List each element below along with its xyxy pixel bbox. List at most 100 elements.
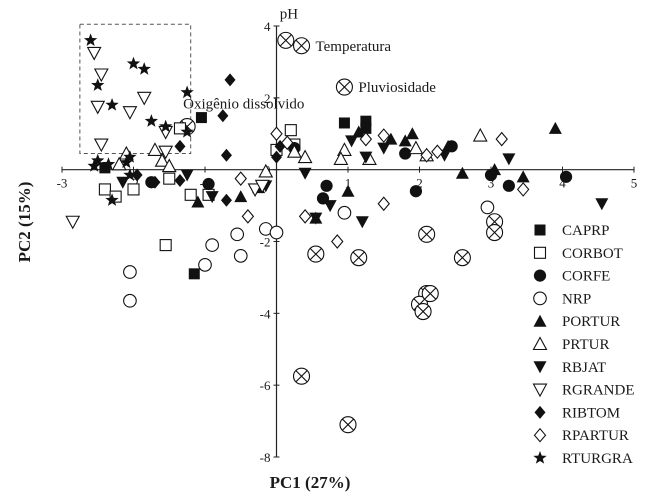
point-rbjat [205,191,219,204]
circle-cross-line [295,39,308,52]
point-rbjat [180,169,194,182]
point-caprp [360,122,372,134]
legend-label: RGRANDE [562,383,635,399]
point-prtur [297,149,313,164]
point-prtur [161,158,177,173]
legend-label: PORTUR [562,314,620,330]
point-nrp [198,257,212,272]
point-extra [292,367,311,385]
legend-label: RIBTOM [562,405,620,421]
variable-marker [292,37,311,55]
point-rgrande [93,68,109,83]
point-rpartur [281,135,294,151]
point-rpartur [516,182,530,197]
point-rturgra [123,168,137,181]
point-rbjat [116,176,130,189]
point-nrp [123,265,137,279]
variable-label: Oxigênio dissolvido [183,97,304,113]
point-extra [350,249,368,267]
point-corbot [159,239,172,252]
legend-marker [533,314,547,327]
y-tick-label: -8 [260,450,271,465]
point-portur [548,121,562,134]
point-prtur [111,156,127,171]
point-rgrande [90,100,106,115]
point-portur [234,190,248,203]
point-rbjat [298,167,312,180]
point-extra [307,245,325,263]
point-rpartur [377,128,390,143]
point-ribtom [224,73,236,87]
point-prtur [147,142,163,156]
circle-cross-line [338,81,351,94]
point-ribtom [220,148,232,162]
point-ribtom [271,150,282,164]
x-tick-label: 3 [488,176,495,191]
point-rgrande [158,145,174,160]
point-portur [405,127,419,140]
legend-label: NRP [562,291,591,307]
point-prtur [154,153,170,167]
point-caprp [360,115,372,127]
point-corbot [163,172,176,185]
circle-cross-line [417,305,430,318]
circle-cross-line [420,228,433,241]
y-tick-label: 2 [264,91,271,106]
legend-marker [533,291,547,306]
points-group [65,33,609,434]
point-rbjat [309,212,323,225]
point-rturgra [159,119,173,133]
point-portur [341,184,355,197]
highlight-box [79,23,192,155]
point-rturgra [83,33,98,47]
legend-label: PRTUR [562,337,609,353]
point-corfe [502,179,515,192]
point-nrp [205,238,219,252]
legend-marker [533,246,547,259]
point-ribtom [174,139,186,153]
point-extra [339,416,357,434]
point-corbot [127,183,140,196]
point-corfe [399,147,412,160]
point-rpartur [270,126,283,142]
point-rturgra [123,150,137,163]
point-rgrande [247,183,263,198]
point-rpartur [234,171,247,186]
point-ribtom [217,109,229,123]
point-corbot [109,190,122,203]
point-rgrande [65,215,81,230]
point-corfe [409,185,423,198]
point-rturgra [105,98,119,111]
point-caprp [195,112,207,124]
circle-cross-line [456,251,469,264]
legend-marker [533,361,547,374]
circle-cross-line [295,370,308,383]
point-corfe [320,179,333,192]
point-rturgra [180,85,194,99]
point-corbot [284,124,297,137]
circle-cross-line [352,251,365,264]
point-caprp [99,162,111,174]
point-prtur [286,144,302,158]
circle-cross-line [488,226,501,239]
legend-marker [532,336,548,351]
point-rpartur [495,131,508,147]
point-rpartur [298,209,312,224]
point-ribtom [174,173,186,187]
point-rgrande [122,106,138,120]
y-tick-label: -2 [260,235,271,250]
point-rgrande [136,91,152,106]
point-rturgra [101,157,116,170]
point-nrp [337,205,352,220]
point-portur [455,166,469,179]
point-extra [418,225,436,243]
point-corbot [173,122,187,135]
variable-vectors-group: pH Temperatura Pluviosidade Oxigênio dissol… [178,6,436,136]
point-nrp [230,227,245,242]
legend-marker [532,383,548,398]
point-rturgra [119,155,134,169]
point-nrp [123,293,137,308]
variable-label: Pluviosidade [358,80,436,96]
point-portur [352,125,366,138]
circle-cross-line [424,287,437,300]
